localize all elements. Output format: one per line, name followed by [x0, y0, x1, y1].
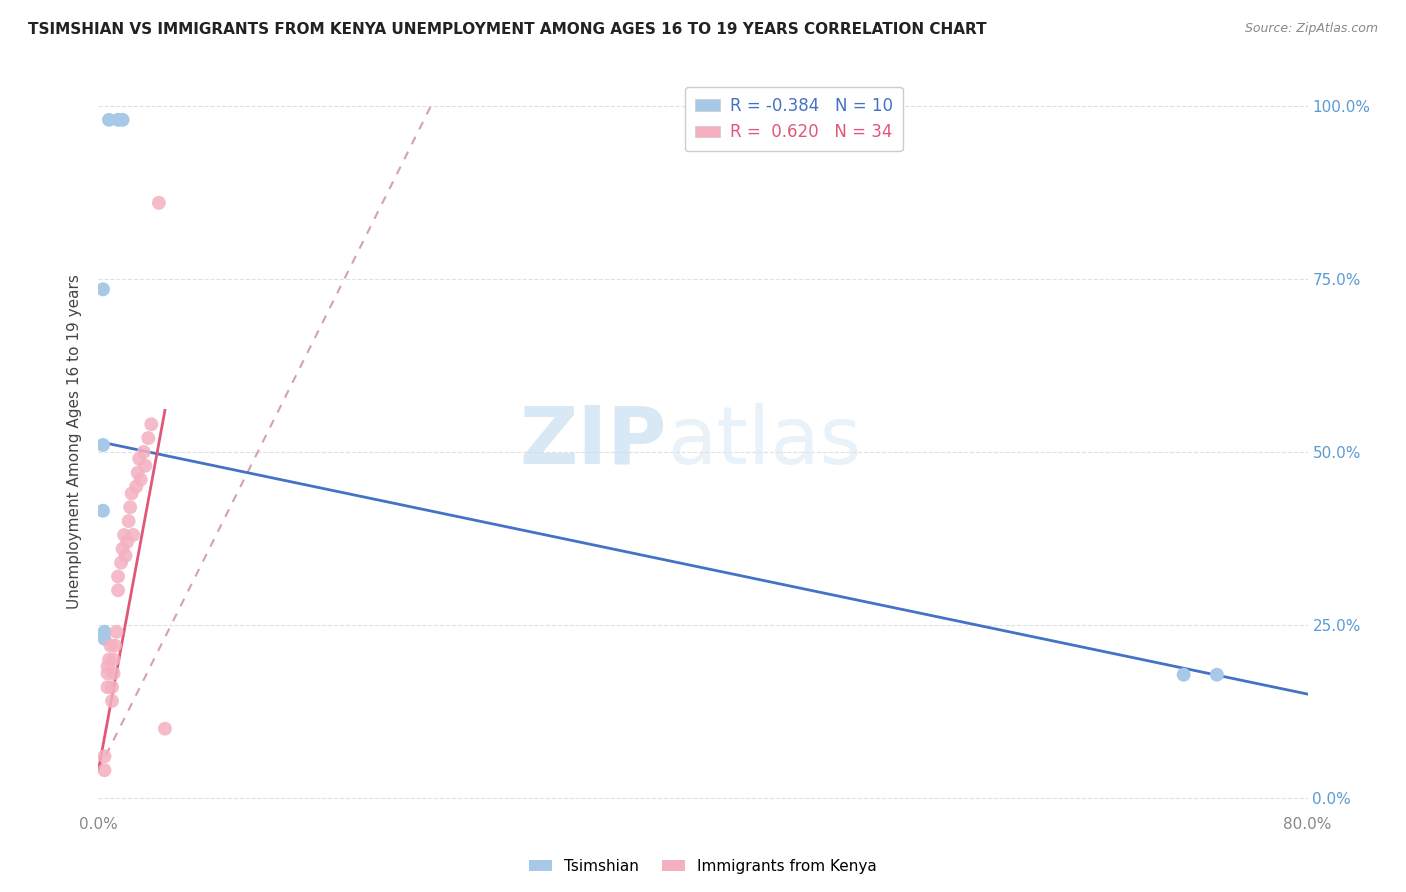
Text: Source: ZipAtlas.com: Source: ZipAtlas.com	[1244, 22, 1378, 36]
Text: TSIMSHIAN VS IMMIGRANTS FROM KENYA UNEMPLOYMENT AMONG AGES 16 TO 19 YEARS CORREL: TSIMSHIAN VS IMMIGRANTS FROM KENYA UNEMP…	[28, 22, 987, 37]
Point	[134, 458, 156, 473]
Point	[93, 632, 115, 646]
Point	[148, 195, 170, 210]
Point	[125, 479, 148, 493]
Point	[111, 112, 134, 127]
Point	[112, 528, 135, 542]
Point	[136, 431, 159, 445]
Point	[111, 541, 134, 556]
Point	[1206, 667, 1229, 681]
Point	[103, 652, 125, 666]
Point	[114, 549, 136, 563]
Point	[98, 112, 121, 127]
Point	[105, 624, 128, 639]
Point	[107, 583, 129, 598]
Point	[91, 282, 114, 296]
Point	[132, 445, 155, 459]
Point	[104, 639, 127, 653]
Legend: R = -0.384   N = 10, R =  0.620   N = 34: R = -0.384 N = 10, R = 0.620 N = 34	[685, 87, 903, 152]
Point	[96, 659, 118, 673]
Point	[91, 504, 114, 518]
Point	[107, 569, 129, 583]
Text: atlas: atlas	[666, 402, 860, 481]
Point	[93, 624, 115, 639]
Point	[128, 451, 150, 466]
Point	[101, 694, 124, 708]
Point	[127, 466, 149, 480]
Text: ZIP: ZIP	[519, 402, 666, 481]
Point	[153, 722, 176, 736]
Point	[121, 486, 143, 500]
Point	[103, 666, 125, 681]
Point	[107, 112, 129, 127]
Point	[96, 666, 118, 681]
Point	[141, 417, 163, 432]
Legend: Tsimshian, Immigrants from Kenya: Tsimshian, Immigrants from Kenya	[523, 853, 883, 880]
Point	[120, 500, 142, 515]
Point	[1173, 667, 1195, 681]
Y-axis label: Unemployment Among Ages 16 to 19 years: Unemployment Among Ages 16 to 19 years	[67, 274, 83, 609]
Point	[100, 639, 122, 653]
Point	[93, 763, 115, 777]
Point	[129, 473, 152, 487]
Point	[122, 528, 145, 542]
Point	[101, 680, 124, 694]
Point	[118, 514, 141, 528]
Point	[93, 749, 115, 764]
Point	[91, 438, 114, 452]
Point	[96, 680, 118, 694]
Point	[110, 556, 132, 570]
Point	[115, 534, 138, 549]
Point	[98, 652, 121, 666]
